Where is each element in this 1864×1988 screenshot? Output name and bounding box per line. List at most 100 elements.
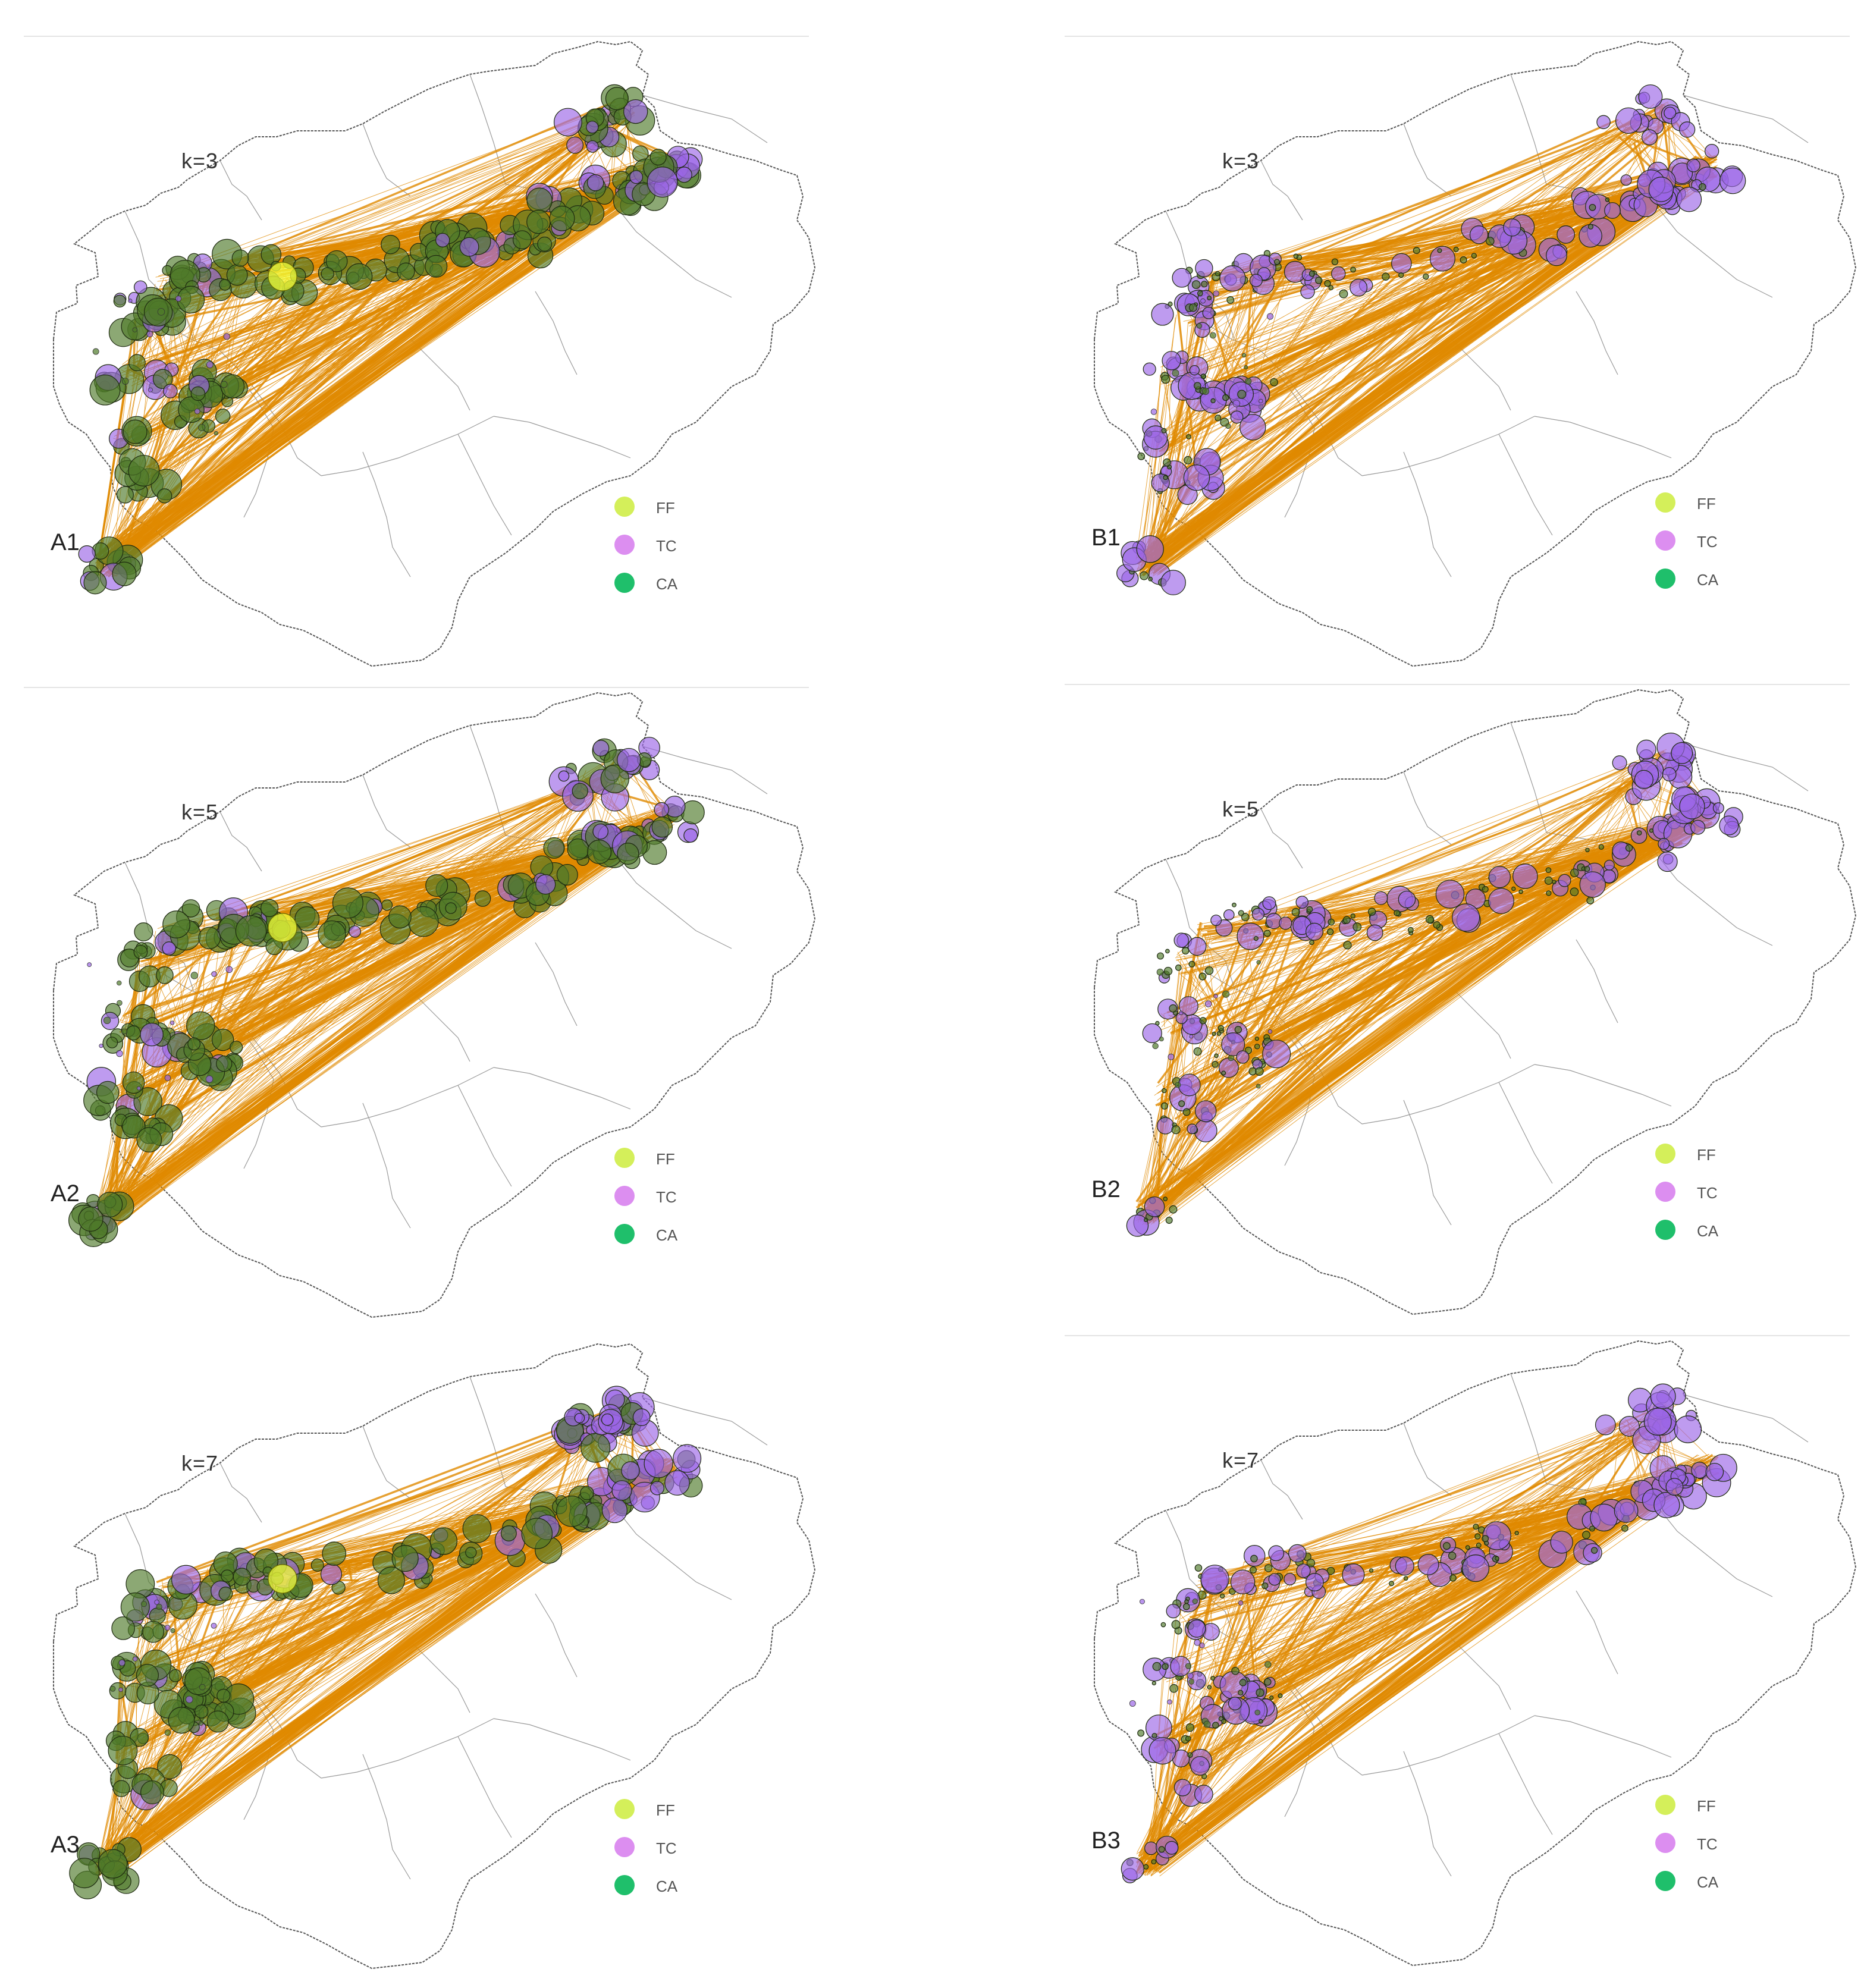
node-minor: [118, 1659, 125, 1666]
node-ca: [1161, 375, 1171, 384]
district-boundary: [410, 990, 470, 1062]
node-ca: [465, 1546, 477, 1559]
node-tc: [133, 280, 148, 294]
node-tc: [1641, 129, 1658, 146]
node-ca: [332, 887, 363, 919]
network-link: [148, 240, 530, 488]
node-tc: [664, 1470, 690, 1496]
network-link: [1176, 322, 1188, 488]
node-minor: [223, 333, 230, 340]
k-label: k=3: [181, 149, 219, 173]
node-ca: [1342, 916, 1351, 924]
node-tc: [1219, 265, 1246, 292]
node-ff: [268, 1564, 297, 1594]
network-link: [1209, 921, 1286, 1042]
network-link: [106, 1468, 671, 1875]
node-ca: [98, 1849, 128, 1879]
node-ca: [1175, 964, 1182, 971]
node-ca: [1193, 1047, 1202, 1056]
district-boundary: [410, 338, 470, 411]
node-tc: [1657, 851, 1678, 872]
network-link: [1144, 188, 1658, 575]
node-minor: [1245, 378, 1252, 385]
node-tc: [1178, 1073, 1201, 1097]
node-ca: [526, 209, 551, 234]
node-tc: [1469, 225, 1489, 244]
map-a1: [53, 40, 816, 667]
node-ca: [1226, 296, 1235, 304]
node-tc: [1188, 937, 1207, 956]
network-link: [1142, 266, 1260, 572]
node-ff: [268, 262, 297, 291]
node-tc: [1662, 767, 1677, 781]
node-ca: [556, 1496, 588, 1527]
network-link: [1215, 190, 1659, 391]
node-minor: [164, 1075, 171, 1081]
node-ca: [218, 1587, 233, 1601]
network-link: [114, 918, 407, 1227]
panel-label: A1: [51, 529, 80, 555]
node-ca: [649, 149, 667, 166]
region-outline: [53, 40, 816, 667]
legend-swatch-tc: [614, 1186, 635, 1206]
node-minor: [1152, 1042, 1159, 1050]
node-ca: [1215, 414, 1222, 422]
district-boundary: [612, 853, 732, 949]
node-minor: [1189, 1034, 1194, 1039]
node-minor: [211, 1622, 217, 1629]
map-a2: [53, 692, 816, 1318]
node-minor: [1241, 353, 1247, 358]
network-nodes: [78, 84, 703, 595]
district-boundary: [1534, 416, 1672, 458]
node-ca: [1199, 1017, 1207, 1025]
node-tc: [1239, 414, 1266, 441]
node-ca: [220, 374, 245, 398]
node-tc: [1262, 896, 1276, 910]
network-link: [1154, 137, 1620, 556]
legend-item-ff: FF: [614, 497, 733, 520]
node-tc: [349, 925, 361, 938]
network-link: [1149, 318, 1196, 574]
legend-swatch-ff: [614, 1148, 635, 1168]
network-link: [1178, 102, 1668, 376]
node-ca: [1216, 1031, 1222, 1036]
legend-label-tc: TC: [1697, 533, 1718, 551]
network-link: [114, 208, 556, 577]
node-minor: [103, 1016, 111, 1025]
node-minor: [1222, 990, 1230, 998]
district-boundary: [219, 1462, 262, 1523]
network-link: [111, 1472, 657, 1876]
node-ca: [112, 1780, 130, 1797]
network-link: [1231, 1497, 1648, 1701]
node-tc: [1126, 1214, 1149, 1237]
map-b2: [1094, 689, 1857, 1315]
network-link: [1288, 834, 1643, 910]
district-boundary: [493, 416, 631, 458]
district-boundary: [1576, 291, 1618, 375]
network-link: [1239, 920, 1344, 1054]
network-link: [1144, 935, 1209, 1204]
legend-label-ff: FF: [1697, 1146, 1716, 1164]
district-boundary: [362, 451, 411, 577]
node-ca: [194, 1704, 209, 1719]
node-ca: [1237, 390, 1247, 399]
map-canvas: [53, 40, 816, 667]
node-tc: [1398, 890, 1416, 909]
node-tc: [1503, 218, 1521, 237]
network-link: [1403, 1431, 1621, 1573]
network-link: [1285, 1473, 1684, 1571]
panel-divider: [1065, 1335, 1850, 1336]
node-ca: [1367, 907, 1376, 916]
legend-item-ff: FF: [1655, 492, 1774, 516]
district-boundary: [1403, 1751, 1452, 1877]
node-tc: [1679, 121, 1696, 138]
node-minor: [1172, 369, 1179, 377]
node-tc: [320, 1563, 343, 1585]
network-link: [1142, 372, 1169, 563]
node-ca: [187, 1037, 201, 1051]
node-tc: [1391, 253, 1412, 274]
network-link: [212, 100, 616, 272]
network-link: [1195, 1434, 1637, 1587]
node-tc: [1331, 266, 1346, 281]
network-link: [1165, 1568, 1287, 1746]
